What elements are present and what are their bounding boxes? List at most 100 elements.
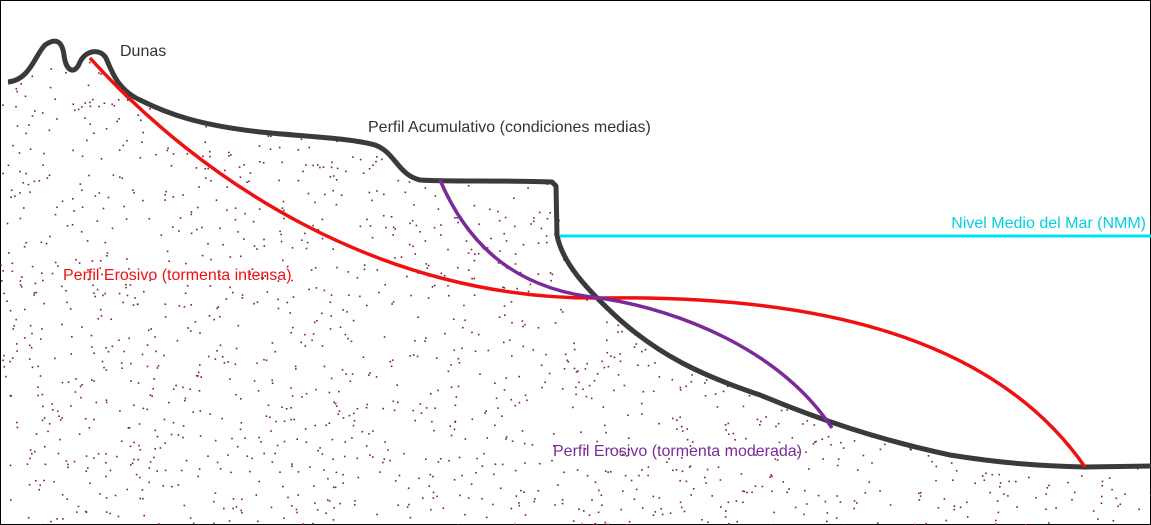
sand-dot xyxy=(121,367,123,369)
sand-dot xyxy=(804,489,806,492)
sand-dot xyxy=(78,262,81,264)
sand-dot xyxy=(325,424,327,427)
sand-dot xyxy=(270,430,272,432)
sand-dot xyxy=(114,494,117,497)
sand-dot xyxy=(594,481,597,483)
sand-dot xyxy=(341,369,344,371)
sand-dot xyxy=(290,407,292,409)
sand-dot xyxy=(296,438,298,440)
sand-dot xyxy=(983,479,986,481)
sand-dot xyxy=(578,381,580,384)
sand-dot xyxy=(196,228,198,231)
sand-dot xyxy=(319,166,321,169)
sand-dot xyxy=(371,236,374,239)
sand-dot xyxy=(412,245,414,248)
sand-dot xyxy=(87,269,89,271)
sand-dot xyxy=(14,195,16,198)
sand-dot xyxy=(1073,491,1076,494)
sand-dot xyxy=(93,457,95,459)
sand-dot xyxy=(679,501,682,504)
sand-dot xyxy=(494,424,496,427)
sand-dot xyxy=(54,213,57,216)
sand-dot xyxy=(234,218,237,221)
sand-dot xyxy=(305,392,308,395)
sand-dot xyxy=(274,350,277,353)
sand-dot xyxy=(467,185,470,187)
sand-dot xyxy=(821,438,824,440)
sand-dot xyxy=(840,441,842,444)
sand-dot xyxy=(101,273,103,276)
sand-dot xyxy=(235,506,238,508)
sand-dot xyxy=(485,516,488,519)
sand-dot xyxy=(545,235,548,237)
sand-dot xyxy=(0,264,2,266)
sand-dot xyxy=(389,459,391,462)
sand-dot xyxy=(523,491,525,493)
sand-dot xyxy=(802,423,804,425)
dunes-label: Dunas xyxy=(120,43,166,60)
sand-dot xyxy=(414,253,416,255)
sand-dot xyxy=(638,474,640,477)
sand-dot xyxy=(141,141,143,143)
sand-dot xyxy=(368,433,370,435)
sand-dot xyxy=(365,445,368,447)
sand-dot xyxy=(626,455,628,457)
sand-dot xyxy=(167,147,169,150)
sand-dot xyxy=(213,522,215,525)
sand-dot xyxy=(122,301,124,304)
sand-dot xyxy=(54,261,57,264)
sand-dot xyxy=(808,468,810,470)
sand-dot xyxy=(209,150,211,153)
sand-dot xyxy=(31,265,34,268)
sand-dot xyxy=(527,187,529,189)
sand-dot xyxy=(1016,506,1018,508)
sand-dot xyxy=(679,389,682,391)
sand-dot xyxy=(727,501,730,504)
sand-dot xyxy=(89,482,91,485)
sand-dot xyxy=(644,348,647,351)
sand-dot xyxy=(479,373,481,375)
sand-dot xyxy=(93,292,95,294)
sand-dot xyxy=(164,316,167,318)
sand-dot xyxy=(297,179,300,182)
sand-dot xyxy=(153,378,155,380)
sand-dot xyxy=(100,73,102,75)
sand-dot xyxy=(514,263,517,265)
sand-dot xyxy=(537,490,540,492)
sand-dot xyxy=(31,115,34,117)
sand-dot xyxy=(22,182,25,184)
sand-dot xyxy=(376,269,379,271)
sand-dot xyxy=(774,458,777,460)
sand-dot xyxy=(81,155,84,158)
sand-dot xyxy=(1119,503,1122,506)
sand-dot xyxy=(724,516,727,518)
sand-dot xyxy=(297,494,299,496)
sand-dot xyxy=(310,269,313,271)
sand-dot xyxy=(770,474,772,476)
sand-dot xyxy=(111,227,114,230)
sand-dot xyxy=(93,352,95,354)
sand-dot xyxy=(10,499,12,501)
sand-dot xyxy=(434,195,437,197)
sand-dot xyxy=(54,98,57,100)
sand-dot xyxy=(229,378,231,380)
sand-dot xyxy=(478,223,480,225)
sand-dot xyxy=(66,498,68,500)
sand-dot xyxy=(351,373,354,375)
sand-dot xyxy=(100,315,103,317)
sand-dot xyxy=(607,523,610,525)
sand-dot xyxy=(290,387,292,389)
sand-dot xyxy=(6,300,8,302)
sand-dot xyxy=(332,519,335,521)
sand-dot xyxy=(129,445,132,448)
sand-dot xyxy=(282,200,285,203)
sand-dot xyxy=(680,506,683,509)
sand-dot xyxy=(155,350,157,353)
sand-dot xyxy=(226,209,228,211)
sand-dot xyxy=(2,359,4,362)
sand-dot xyxy=(641,469,643,471)
sand-dot xyxy=(133,458,135,461)
sand-dot xyxy=(102,207,105,210)
sand-dot xyxy=(292,326,294,329)
